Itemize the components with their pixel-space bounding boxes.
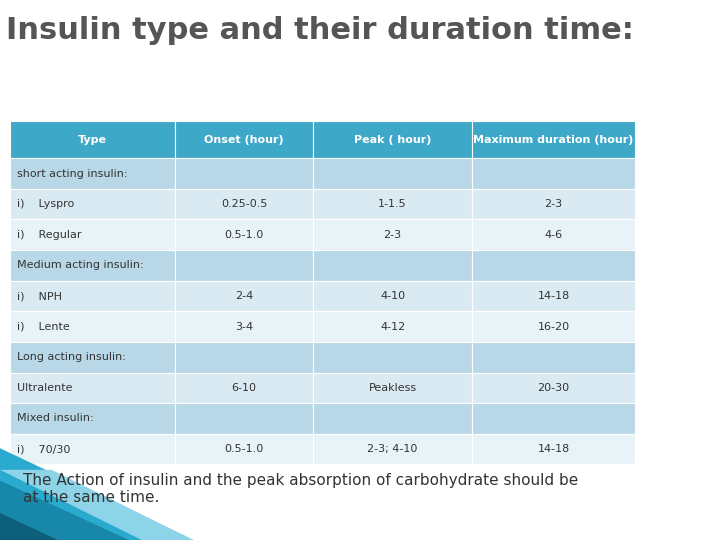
Polygon shape — [0, 481, 129, 540]
Bar — [313, 189, 472, 219]
Text: Onset (hour): Onset (hour) — [204, 135, 284, 145]
Text: 3-4: 3-4 — [235, 322, 253, 332]
Text: i)    Regular: i) Regular — [17, 230, 82, 240]
Bar — [9, 403, 176, 434]
Text: Type: Type — [78, 135, 107, 145]
Bar — [176, 403, 313, 434]
Text: 2-3: 2-3 — [544, 199, 562, 209]
Bar — [313, 373, 472, 403]
Bar — [176, 434, 313, 464]
Bar — [313, 311, 472, 342]
Text: 4-12: 4-12 — [380, 322, 405, 332]
Text: Long acting insulin:: Long acting insulin: — [17, 352, 126, 362]
Bar — [472, 311, 635, 342]
Bar — [176, 189, 313, 219]
Bar — [9, 189, 176, 219]
Bar — [472, 158, 635, 189]
Bar — [313, 219, 472, 250]
Polygon shape — [0, 470, 194, 540]
Bar — [9, 281, 176, 311]
Bar — [176, 250, 313, 281]
Text: Peakless: Peakless — [369, 383, 417, 393]
Bar — [9, 250, 176, 281]
Text: 20-30: 20-30 — [538, 383, 570, 393]
Text: i)    Lyspro: i) Lyspro — [17, 199, 75, 209]
Text: Maximum duration (hour): Maximum duration (hour) — [474, 135, 634, 145]
Text: Ultralente: Ultralente — [17, 383, 73, 393]
Text: i)    70/30: i) 70/30 — [17, 444, 71, 454]
Bar — [472, 219, 635, 250]
Bar — [9, 311, 176, 342]
Bar — [176, 281, 313, 311]
Bar — [9, 219, 176, 250]
Bar — [176, 122, 313, 158]
Bar — [176, 373, 313, 403]
Text: Insulin type and their duration time:: Insulin type and their duration time: — [6, 16, 634, 45]
Bar — [472, 189, 635, 219]
Text: Medium acting insulin:: Medium acting insulin: — [17, 260, 144, 271]
Text: 2-4: 2-4 — [235, 291, 253, 301]
Bar — [9, 158, 176, 189]
Text: 4-6: 4-6 — [544, 230, 562, 240]
Text: 0.25-0.5: 0.25-0.5 — [221, 199, 267, 209]
Bar — [472, 403, 635, 434]
Bar — [313, 158, 472, 189]
Bar — [313, 250, 472, 281]
Bar — [176, 158, 313, 189]
Bar — [313, 122, 472, 158]
Bar — [472, 250, 635, 281]
Bar — [9, 373, 176, 403]
Text: 2-3: 2-3 — [384, 230, 402, 240]
Bar — [472, 434, 635, 464]
Bar — [176, 342, 313, 373]
Bar — [472, 122, 635, 158]
Bar — [472, 281, 635, 311]
Text: 6-10: 6-10 — [232, 383, 256, 393]
Bar — [176, 219, 313, 250]
Text: i)    Lente: i) Lente — [17, 322, 70, 332]
Bar — [313, 281, 472, 311]
Text: 1-1.5: 1-1.5 — [378, 199, 407, 209]
Polygon shape — [0, 513, 58, 540]
Text: 16-20: 16-20 — [538, 322, 570, 332]
Text: short acting insulin:: short acting insulin: — [17, 168, 128, 179]
Bar — [9, 342, 176, 373]
Text: Mixed insulin:: Mixed insulin: — [17, 414, 94, 423]
Text: Peak ( hour): Peak ( hour) — [354, 135, 431, 145]
Bar — [9, 122, 176, 158]
Text: 2-3; 4-10: 2-3; 4-10 — [367, 444, 418, 454]
Text: 0.5-1.0: 0.5-1.0 — [225, 230, 264, 240]
Text: 14-18: 14-18 — [537, 444, 570, 454]
Text: 14-18: 14-18 — [537, 291, 570, 301]
Polygon shape — [0, 448, 194, 540]
Bar — [472, 342, 635, 373]
Bar — [313, 403, 472, 434]
Text: 0.5-1.0: 0.5-1.0 — [225, 444, 264, 454]
Bar — [472, 373, 635, 403]
Text: The Action of insulin and the peak absorption of carbohydrate should be
at the s: The Action of insulin and the peak absor… — [22, 472, 578, 505]
Text: i)    NPH: i) NPH — [17, 291, 63, 301]
Bar — [176, 311, 313, 342]
Bar — [313, 434, 472, 464]
Bar — [9, 434, 176, 464]
Bar — [313, 342, 472, 373]
Text: 4-10: 4-10 — [380, 291, 405, 301]
